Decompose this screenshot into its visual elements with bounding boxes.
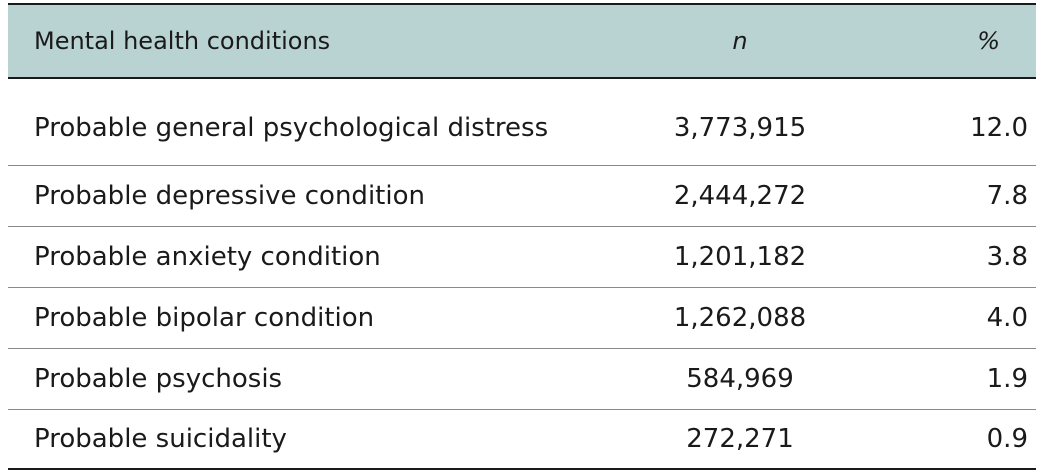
table-row: Probable psychosis 584,969 1.9 — [8, 348, 1036, 410]
cell-percent: 1.9 — [860, 348, 1036, 410]
cell-condition: Probable anxiety condition — [8, 226, 620, 288]
table-row: Probable suicidality 272,271 0.9 — [8, 409, 1036, 470]
cell-n: 3,773,915 — [620, 78, 860, 166]
cell-percent: 3.8 — [860, 226, 1036, 288]
cell-n: 1,262,088 — [620, 287, 860, 349]
header-percent: % — [860, 3, 1036, 79]
table-header: Mental health conditions n % — [8, 3, 1036, 79]
table-row: Probable bipolar condition 1,262,088 4.0 — [8, 287, 1036, 349]
cell-percent: 4.0 — [860, 287, 1036, 349]
header-condition: Mental health conditions — [8, 3, 620, 79]
cell-percent: 7.8 — [860, 165, 1036, 227]
cell-percent: 12.0 — [860, 78, 1036, 166]
cell-condition: Probable bipolar condition — [8, 287, 620, 349]
header-n: n — [620, 3, 860, 79]
cell-n: 2,444,272 — [620, 165, 860, 227]
cell-condition: Probable depressive condition — [8, 165, 620, 227]
cell-percent: 0.9 — [860, 409, 1036, 470]
table-row: Probable general psychological distress … — [8, 78, 1036, 166]
cell-condition: Probable suicidality — [8, 409, 620, 470]
cell-n: 272,271 — [620, 409, 860, 470]
mental-health-table-container: Mental health conditions n % Probable ge… — [8, 3, 1036, 470]
table-row: Probable anxiety condition 1,201,182 3.8 — [8, 226, 1036, 288]
table-body: Probable general psychological distress … — [8, 78, 1036, 470]
cell-n: 584,969 — [620, 348, 860, 410]
table-row: Probable depressive condition 2,444,272 … — [8, 165, 1036, 227]
mental-health-table: Mental health conditions n % Probable ge… — [8, 3, 1036, 470]
cell-condition: Probable general psychological distress — [8, 78, 620, 166]
cell-n: 1,201,182 — [620, 226, 860, 288]
header-row: Mental health conditions n % — [8, 3, 1036, 79]
cell-condition: Probable psychosis — [8, 348, 620, 410]
